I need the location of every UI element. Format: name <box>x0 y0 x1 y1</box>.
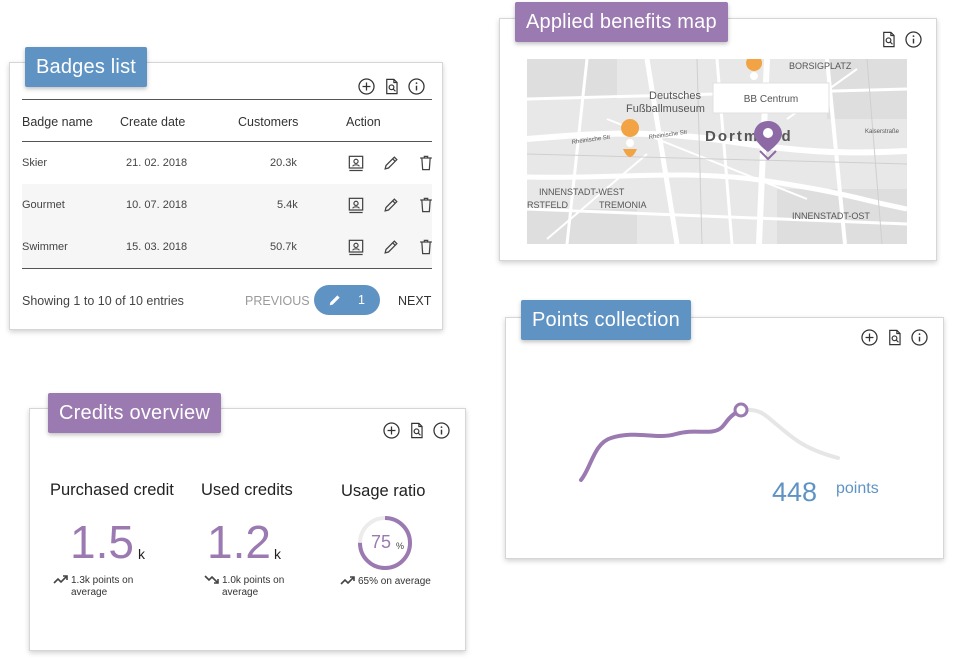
add-icon[interactable] <box>357 77 376 96</box>
map-pin-orange[interactable] <box>621 119 640 163</box>
delete-icon[interactable] <box>416 237 436 257</box>
badge-date: 15. 03. 2018 <box>126 241 188 253</box>
document-search-icon[interactable] <box>382 77 401 96</box>
map-toolbar <box>879 30 923 49</box>
badges-title: Badges list <box>25 47 148 87</box>
badge-date: 10. 07. 2018 <box>126 199 188 211</box>
delete-icon[interactable] <box>416 195 436 215</box>
pencil-icon <box>329 295 340 306</box>
delete-icon[interactable] <box>416 153 436 173</box>
map-label-innenstadt-ost: INNENSTADT-OST <box>792 211 870 221</box>
previous-button[interactable]: PREVIOUS <box>245 294 310 308</box>
points-current-marker[interactable] <box>733 402 749 418</box>
trend-down-icon <box>204 575 219 584</box>
map-label-borsigplatz: BORSIGPLATZ <box>789 61 852 71</box>
points-value: 448 <box>772 477 818 507</box>
points-trend-chart <box>579 402 840 482</box>
badge-detail-icon[interactable] <box>346 153 366 173</box>
next-button[interactable]: NEXT <box>398 294 432 308</box>
badge-date: 21. 02. 2018 <box>126 157 188 169</box>
col-customers: Customers <box>238 115 299 129</box>
points-trend-line <box>579 408 743 482</box>
usage-ratio-gauge: 75 % <box>358 516 412 570</box>
credits-title: Credits overview <box>48 393 222 433</box>
edit-icon[interactable] <box>381 195 401 215</box>
badge-customers: 5.4k <box>277 199 298 211</box>
page-number: 1 <box>358 293 365 307</box>
points-toolbar <box>860 328 929 347</box>
col-create-date: Create date <box>120 115 186 129</box>
info-icon[interactable] <box>407 77 426 96</box>
map-popup-label: BB Centrum <box>744 94 798 105</box>
credits-toolbar <box>382 421 451 440</box>
used-credits-value: 1.2 <box>207 516 271 568</box>
badge-customers: 20.3k <box>270 157 297 169</box>
purchased-avg-line1: 1.3k points on <box>71 575 134 586</box>
map-popup: BB Centrum <box>712 82 830 114</box>
page-button[interactable]: 1 <box>314 285 380 315</box>
usage-ratio-title: Usage ratio <box>341 482 426 500</box>
trend-up-icon <box>53 575 68 584</box>
add-icon[interactable] <box>860 328 879 347</box>
map-label-museum: Deutsches <box>649 90 701 102</box>
benefits-map[interactable]: Deutsches Fußballmuseum BORSIGPLATZ Dort… <box>527 59 907 244</box>
map-label-kaiserstrasse: Kaiserstraße <box>865 129 900 135</box>
entries-info: Showing 1 to 10 of 10 entries <box>22 294 184 308</box>
map-label-rheinische-str: Rheinische Str <box>571 135 610 146</box>
purchased-avg-line2: average <box>71 587 108 598</box>
table-row: Gourmet 10. 07. 2018 5.4k <box>22 184 432 226</box>
used-credits-title: Used credits <box>201 481 293 499</box>
edit-icon[interactable] <box>381 237 401 257</box>
points-label: points <box>836 480 879 497</box>
map-pin-orange[interactable] <box>746 59 762 85</box>
purchased-credit-average: 1.3k points on average <box>53 575 134 599</box>
badge-name: Skier <box>22 157 48 169</box>
add-icon[interactable] <box>382 421 401 440</box>
info-icon[interactable] <box>910 328 929 347</box>
document-search-icon[interactable] <box>885 328 904 347</box>
usage-avg-text: 65% on average <box>358 576 431 587</box>
info-icon[interactable] <box>432 421 451 440</box>
used-credits-unit: k <box>274 546 281 562</box>
col-action: Action <box>346 115 381 129</box>
badge-name: Gourmet <box>22 199 65 211</box>
used-avg-line2: average <box>222 587 259 598</box>
used-avg-line1: 1.0k points on <box>222 575 285 586</box>
badge-name: Swimmer <box>22 241 68 253</box>
map-title: Applied benefits map <box>515 2 728 42</box>
credits-card: Purchased credit 1.5 k 1.3k points on av… <box>29 408 466 651</box>
purchased-credit-unit: k <box>138 546 145 562</box>
badges-list-card: Badge name Create date Customers Action … <box>9 62 443 330</box>
col-badge-name: Badge name <box>22 115 93 129</box>
points-trend-future <box>739 407 840 460</box>
map-label-rstfeld: RSTFELD <box>527 200 569 210</box>
usage-ratio-average: 65% on average <box>340 576 431 588</box>
edit-icon[interactable] <box>381 153 401 173</box>
usage-ratio-unit: % <box>396 541 404 551</box>
badge-customers: 50.7k <box>270 241 297 253</box>
trend-up-icon <box>340 576 355 585</box>
map-card: Deutsches Fußballmuseum BORSIGPLATZ Dort… <box>499 18 937 261</box>
map-label-rheinische-str-2: Rheinische Str <box>648 130 687 141</box>
badges-toolbar <box>357 77 426 96</box>
document-search-icon[interactable] <box>879 30 898 49</box>
usage-ratio-arc <box>358 516 412 570</box>
purchased-credit-value: 1.5 <box>70 516 134 568</box>
info-icon[interactable] <box>904 30 923 49</box>
badge-detail-icon[interactable] <box>346 195 366 215</box>
map-label-innenstadt-west: INNENSTADT-WEST <box>539 187 625 197</box>
table-row: Swimmer 15. 03. 2018 50.7k <box>22 226 432 268</box>
badge-detail-icon[interactable] <box>346 237 366 257</box>
usage-ratio-value: 75 <box>371 532 391 552</box>
points-card: 448 points <box>505 317 944 559</box>
purchased-credit-title: Purchased credit <box>50 481 174 499</box>
table-row: Skier 21. 02. 2018 20.3k <box>22 142 432 184</box>
map-pin-selected[interactable] <box>754 121 782 161</box>
map-label-museum-2: Fußballmuseum <box>626 103 705 115</box>
used-credits-average: 1.0k points on average <box>204 575 285 599</box>
map-label-tremonia: TREMONIA <box>599 200 647 210</box>
points-title: Points collection <box>521 300 691 340</box>
document-search-icon[interactable] <box>407 421 426 440</box>
